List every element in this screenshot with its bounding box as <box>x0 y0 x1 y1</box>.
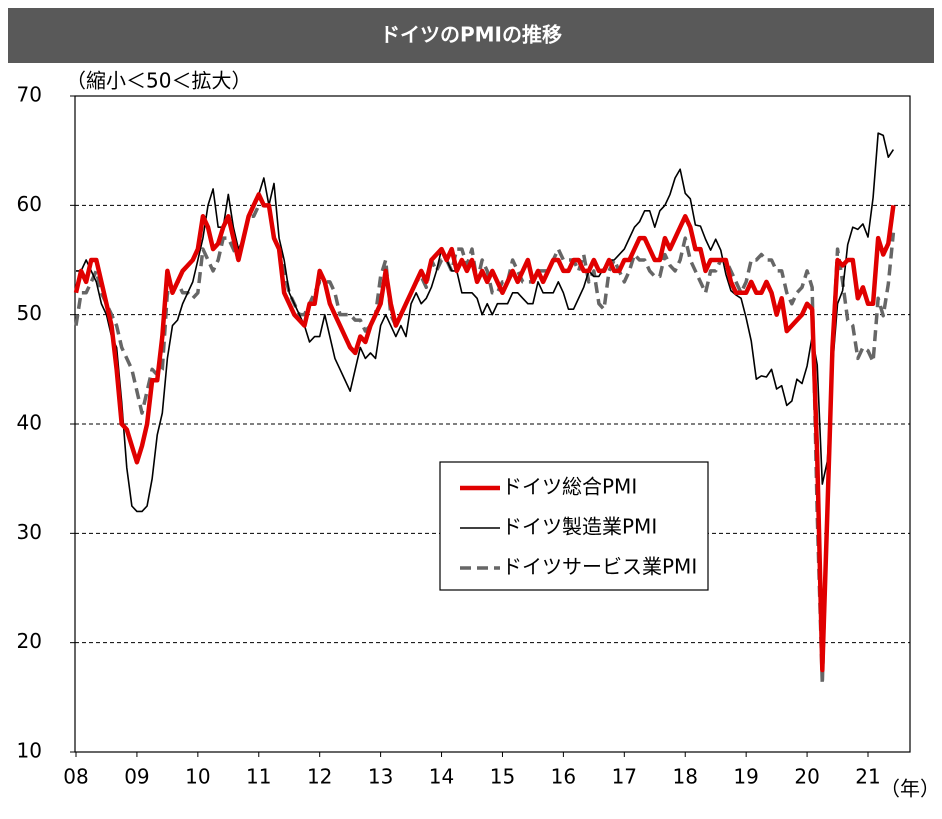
x-tick-label: 13 <box>368 765 393 789</box>
x-tick-label: 12 <box>307 765 332 789</box>
x-axis-label: （年） <box>880 777 940 801</box>
x-tick-label: 16 <box>551 765 576 789</box>
y-tick-label: 60 <box>17 192 42 216</box>
series-line <box>74 203 896 686</box>
x-tick-label: 20 <box>794 765 819 789</box>
legend-label: ドイツ製造業PMI <box>502 515 657 539</box>
x-tick-label: 11 <box>246 765 271 789</box>
legend-label: ドイツサービス業PMI <box>502 555 697 579</box>
y-tick-label: 50 <box>17 301 42 325</box>
y-tick-label: 70 <box>17 83 42 107</box>
x-tick-label: 18 <box>673 765 698 789</box>
x-tick-label: 17 <box>612 765 637 789</box>
x-tick-label: 09 <box>124 765 149 789</box>
legend-label: ドイツ総合PMI <box>502 475 637 499</box>
y-tick-label: 30 <box>17 520 42 544</box>
x-tick-label: 14 <box>429 765 454 789</box>
title-bar <box>8 8 934 63</box>
series-line <box>73 192 896 673</box>
y-tick-label: 40 <box>17 411 42 435</box>
series-line <box>76 132 895 513</box>
x-tick-label: 08 <box>63 765 88 789</box>
x-tick-label: 19 <box>733 765 758 789</box>
x-tick-label: 15 <box>490 765 515 789</box>
chart-title: ドイツのPMIの推移 <box>380 23 562 47</box>
x-tick-label: 21 <box>855 765 880 789</box>
x-tick-label: 10 <box>185 765 210 789</box>
y-tick-label: 20 <box>17 629 42 653</box>
plot-frame <box>74 95 911 753</box>
y-tick-label: 10 <box>17 739 42 763</box>
y-axis-label: （縮小＜50＜拡大） <box>66 69 251 93</box>
